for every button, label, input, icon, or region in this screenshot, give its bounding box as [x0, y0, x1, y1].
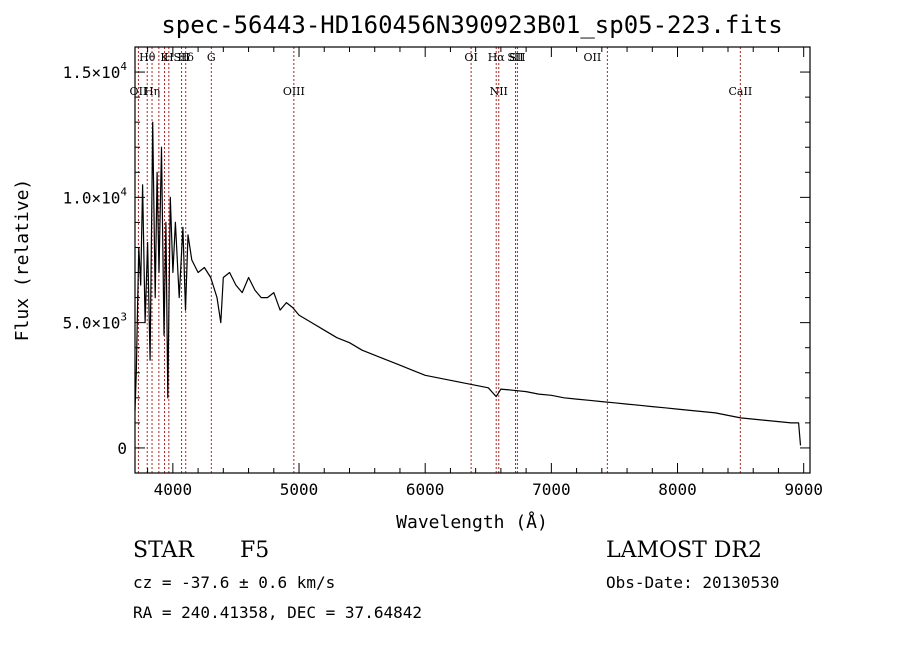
- survey-name: LAMOST DR2: [606, 538, 762, 563]
- observation-date: Obs-Date: 20130530: [606, 573, 780, 592]
- spectral-line-label: OI: [464, 51, 477, 64]
- spectral-line-label: OII: [584, 51, 602, 64]
- y-tick-label: 5.0×103: [63, 311, 127, 333]
- spectral-line-label: SII: [507, 51, 523, 64]
- spectral-line-label: H: [164, 51, 174, 64]
- spectral-line-label: K: [160, 51, 169, 64]
- x-tick-label: 9000: [784, 480, 823, 499]
- x-axis-ticks: 4000 5000 6000 7000 8000 9000: [147, 47, 823, 499]
- spectral-line-label: Hα: [488, 51, 506, 64]
- spectrum-series-line: [134, 121, 802, 446]
- x-tick-label: 7000: [532, 480, 571, 499]
- spectral-line-label: Hη: [144, 85, 160, 98]
- y-tick-label: 0: [117, 439, 127, 458]
- plot-frame: [134, 46, 811, 474]
- spectral-line-label: Hθ: [139, 51, 156, 64]
- x-tick-label: 4000: [154, 480, 193, 499]
- spectral-line-label: OII: [130, 85, 148, 98]
- spectral-line-label: SII: [509, 51, 525, 64]
- y-axis-ticks: 0 5.0×103 1.0×104 1.5×104: [63, 46, 810, 474]
- coordinates-ra-dec: RA = 240.41358, DEC = 37.64842: [133, 603, 422, 622]
- spectral-line-label: NII: [490, 85, 508, 98]
- spectral-line-markers: [137, 47, 741, 473]
- object-subclass: F5: [240, 538, 270, 563]
- x-axis-label: Wavelength (Å): [396, 511, 548, 533]
- spectral-line-label: G: [207, 51, 216, 64]
- spectral-line-label: CaII: [729, 85, 753, 98]
- chart-title: spec-56443-HD160456N390923B01_sp05-223.f…: [161, 11, 782, 39]
- x-tick-label: 6000: [406, 480, 445, 499]
- x-tick-label: 8000: [658, 480, 697, 499]
- redshift-velocity: cz = -37.6 ± 0.6 km/s: [133, 573, 336, 592]
- spectral-line-label: SII: [173, 51, 189, 64]
- object-class: STAR: [133, 538, 194, 563]
- y-tick-label: 1.0×104: [63, 185, 128, 207]
- y-tick-label: 1.5×104: [63, 60, 128, 82]
- spectral-line-label: Hδ: [178, 51, 195, 64]
- x-tick-label: 5000: [280, 480, 319, 499]
- spectral-line-label: OIII: [283, 85, 305, 98]
- y-axis-label: Flux (relative): [12, 179, 33, 342]
